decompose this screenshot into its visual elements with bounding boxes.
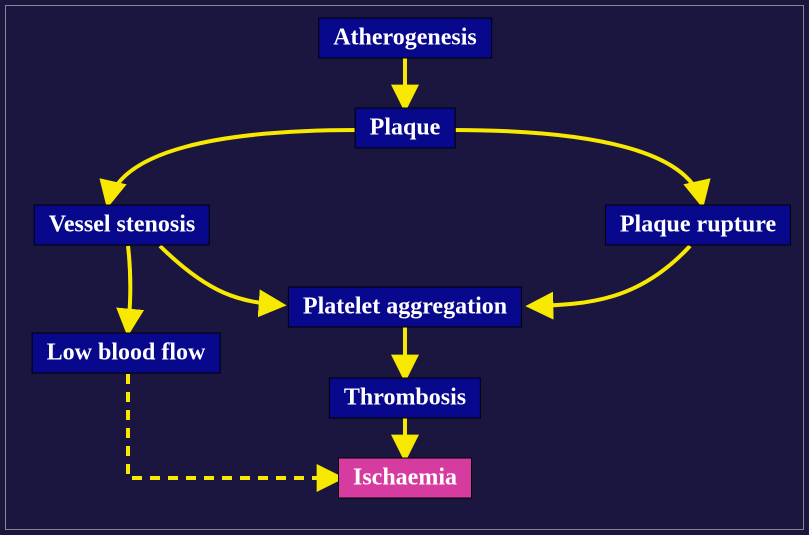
node-thrombosis: Thrombosis [329,378,481,419]
node-vessel_stenosis: Vessel stenosis [34,205,210,246]
slide-frame [5,5,804,530]
node-plaque: Plaque [355,108,456,149]
node-low_blood_flow: Low blood flow [32,333,221,374]
node-platelet_agg: Platelet aggregation [288,287,522,328]
node-plaque_rupture: Plaque rupture [605,205,791,246]
node-ischaemia: Ischaemia [338,458,472,499]
node-atherogenesis: Atherogenesis [318,18,492,59]
